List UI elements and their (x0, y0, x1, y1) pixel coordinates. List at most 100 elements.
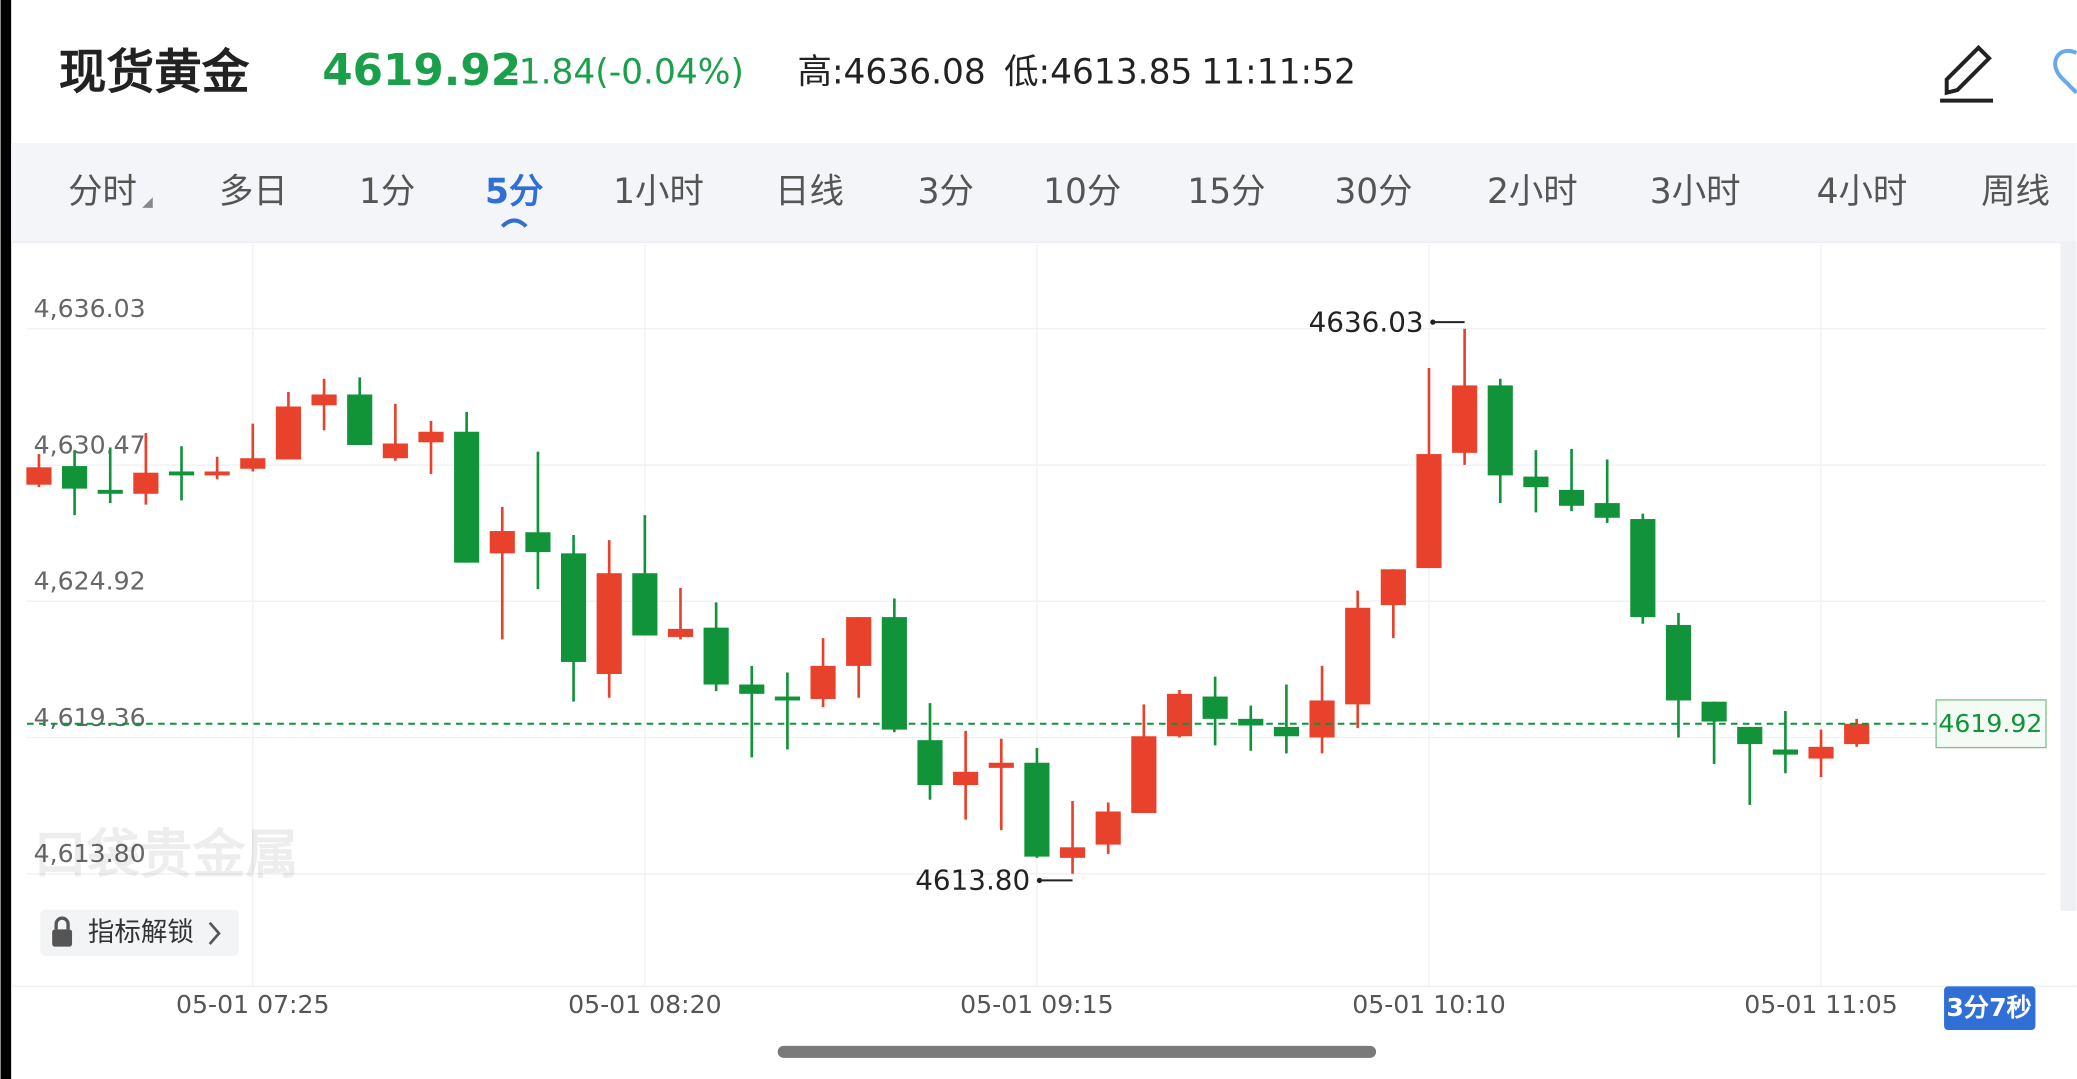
candle-body (667, 628, 694, 637)
candle-body (1166, 693, 1193, 737)
candle-body (1095, 811, 1121, 845)
candle-body (240, 458, 266, 469)
candle-body (1558, 489, 1585, 506)
candle-body (1737, 726, 1763, 745)
candle-body (917, 740, 943, 786)
indicator-unlock-button[interactable]: 指标解锁 (40, 909, 239, 956)
candle-body (382, 443, 408, 459)
y-tick-label: 4,613.80 (34, 839, 146, 868)
candle-body (418, 431, 444, 443)
edit-pencil (1944, 44, 1992, 96)
title: 现货黄金 (59, 45, 250, 100)
candle-body (1630, 519, 1656, 618)
candle-body (1273, 726, 1299, 737)
favorite-icon[interactable] (2053, 49, 2077, 95)
lock-body (52, 929, 73, 947)
candle-body (204, 471, 230, 476)
tab-bar (11, 142, 2077, 243)
last-price-tag: 4619.92 (1938, 709, 2042, 738)
candle-body (26, 467, 52, 485)
home-indicator (777, 1045, 1377, 1058)
candle-body (988, 762, 1014, 768)
y-tick-label: 4,624.92 (34, 567, 146, 596)
candle-body (1059, 847, 1086, 858)
price: 4619.92 (322, 45, 521, 96)
tab[interactable]: 1分 (359, 172, 415, 212)
candle-body (1772, 749, 1798, 755)
tab[interactable]: 4小时 (1817, 172, 1908, 212)
candle-body (1309, 700, 1335, 738)
tab[interactable]: 多日 (219, 172, 288, 212)
tab[interactable]: 2小时 (1487, 172, 1578, 212)
tab[interactable]: 1小时 (613, 172, 704, 212)
tab[interactable]: 3分 (918, 172, 974, 212)
day-high: 高:4636.08 (798, 53, 986, 93)
tab[interactable]: 5分 (485, 172, 543, 212)
candle-body (632, 573, 658, 636)
tab[interactable]: 分时 (68, 172, 137, 212)
candle-body (454, 431, 480, 563)
y-tick-label: 4,630.47 (34, 431, 146, 460)
candle-body (168, 471, 195, 476)
button-label: 指标解锁 (88, 917, 194, 948)
tab[interactable]: 3小时 (1650, 172, 1741, 212)
candle-body (347, 394, 373, 445)
tab[interactable]: 周线 (1981, 172, 2050, 212)
chevron (208, 921, 221, 945)
y-tick-label: 4,636.03 (34, 294, 146, 323)
low-annotation-dot (1036, 877, 1043, 884)
tab[interactable]: 30分 (1334, 172, 1412, 212)
candle-body (489, 531, 515, 554)
x-tick-label: 05-01 07:25 (176, 990, 330, 1019)
candle-body (1024, 762, 1050, 857)
time: 11:11:52 (1201, 53, 1356, 93)
edit-icon[interactable] (1940, 44, 1994, 103)
change: -1.84(-0.04%) (506, 53, 744, 93)
candle-body (1131, 736, 1157, 813)
device-edge (0, 0, 12, 1079)
y-tick-label: 4,619.36 (34, 703, 146, 732)
candle-body (1380, 569, 1406, 606)
candle-body (1701, 701, 1727, 722)
candle-body (275, 406, 302, 460)
low-annotation: 4613.80 (915, 864, 1030, 897)
candle-body (1487, 385, 1513, 476)
candle-body (62, 466, 88, 489)
x-tick-label: 05-01 10:10 (1352, 990, 1506, 1019)
dropdown-triangle (142, 197, 153, 208)
candle-body (1238, 718, 1264, 726)
last-price-tag-bg (1935, 699, 2047, 749)
tab[interactable]: 15分 (1187, 172, 1265, 212)
candle-body (774, 696, 800, 701)
day-low: 低:4613.85 (1004, 53, 1192, 93)
watermark: 口袋贵金属 (34, 825, 299, 886)
x-tick-label: 05-01 09:15 (960, 990, 1114, 1019)
candle-body (1844, 723, 1870, 745)
candle-body (97, 489, 123, 494)
candle-body (1665, 624, 1692, 701)
candle-body (810, 665, 836, 699)
candle-body (1416, 454, 1442, 569)
candle-body (846, 617, 872, 666)
candle-body (953, 771, 979, 786)
scroll-track (2060, 242, 2077, 911)
candle-body (739, 684, 765, 694)
tab[interactable]: 10分 (1043, 172, 1121, 212)
candle-body (881, 617, 907, 730)
lock-shackle (54, 916, 70, 930)
candle-body (1452, 385, 1478, 453)
candle-body (525, 532, 551, 553)
high-annotation-dot (1430, 319, 1436, 325)
candle-body (1202, 696, 1228, 719)
candle-body (311, 394, 337, 406)
tab[interactable]: 日线 (775, 172, 844, 212)
candle-body (560, 553, 587, 662)
x-tick-label: 05-01 11:05 (1744, 990, 1898, 1019)
countdown-bg (1944, 986, 2036, 1031)
candle-body (1345, 607, 1371, 705)
candle-body (1594, 503, 1620, 518)
candle-body (1808, 746, 1834, 759)
active-indicator (500, 218, 528, 228)
high-annotation: 4636.03 (1309, 305, 1424, 338)
